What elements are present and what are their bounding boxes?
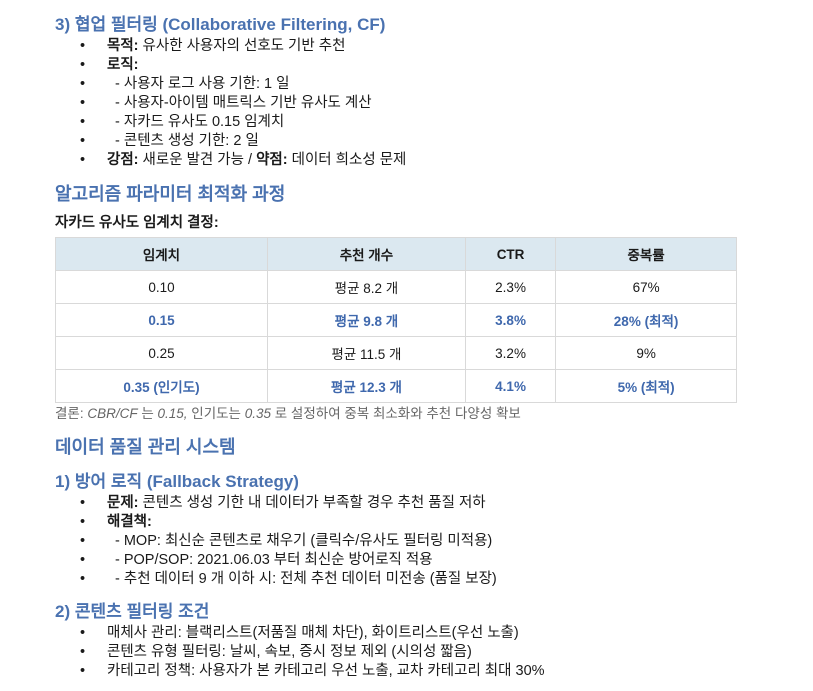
cell: 0.25	[55, 336, 268, 370]
cell: 3.2%	[464, 336, 557, 370]
list-item: 로직:	[80, 56, 406, 75]
cell: 5% (최적)	[555, 369, 737, 403]
cell: 28% (최적)	[555, 303, 737, 337]
opt-subtitle: 자카드 유사도 임계치 결정:	[55, 215, 219, 231]
list-item: - 추천 데이터 9 개 이하 시: 전체 추천 데이터 미전송 (품질 보장)	[80, 570, 497, 589]
list-item: 매체사 관리: 블랙리스트(저품질 매체 차단), 화이트리스트(우선 노출)	[80, 624, 545, 643]
filter-heading: 2) 콘텐츠 필터링 조건	[55, 602, 210, 621]
cf-heading: 3) 협업 필터링 (Collaborative Filtering, CF)	[55, 15, 386, 34]
list-item: 문제: 콘텐츠 생성 기한 내 데이터가 부족할 경우 추천 품질 저하	[80, 494, 497, 513]
column-header: 추천 개수	[266, 237, 466, 271]
cell: 2.3%	[464, 270, 557, 304]
filter-list: 매체사 관리: 블랙리스트(저품질 매체 차단), 화이트리스트(우선 노출) …	[80, 624, 545, 681]
column-header: 임계치	[55, 237, 268, 271]
list-item: 콘텐츠 유형 필터링: 날씨, 속보, 증시 정보 제외 (시의성 짧음)	[80, 643, 545, 662]
cell: 0.15	[55, 303, 268, 337]
list-item: 강점: 새로운 발견 가능 / 약점: 데이터 희소성 문제	[80, 151, 406, 170]
list-item: - 자카드 유사도 0.15 임계치	[80, 113, 406, 132]
table-row: 0.10 평균 8.2 개 2.3% 67%	[55, 270, 737, 304]
list-item: 해결책:	[80, 513, 497, 532]
list-item: - POP/SOP: 2021.06.03 부터 최신순 방어로직 적용	[80, 551, 497, 570]
list-item: 목적: 유사한 사용자의 선호도 기반 추천	[80, 37, 406, 56]
column-header: 중복률	[555, 237, 737, 271]
threshold-table: 임계치 추천 개수 CTR 중복률 0.10 평균 8.2 개 2.3% 67% 0.…	[55, 237, 737, 403]
cell: 0.10	[55, 270, 268, 304]
fallback-heading: 1) 방어 로직 (Fallback Strategy)	[55, 472, 299, 491]
list-item: - MOP: 최신순 콘텐츠로 채우기 (클릭수/유사도 필터링 미적용)	[80, 532, 497, 551]
fallback-list: 문제: 콘텐츠 생성 기한 내 데이터가 부족할 경우 추천 품질 저하 해결책…	[80, 494, 497, 589]
cell: 3.8%	[464, 303, 557, 337]
list-item: - 콘텐츠 생성 기한: 2 일	[80, 132, 406, 151]
conclusion-text: 결론: CBR/CF 는 0.15, 인기도는 0.35 로 설정하여 중복 최…	[55, 406, 521, 421]
quality-heading: 데이터 품질 관리 시스템	[55, 437, 236, 457]
table-row: 0.15 평균 9.8 개 3.8% 28% (최적)	[55, 303, 737, 337]
column-header: CTR	[464, 237, 557, 271]
table-row: 0.35 (인기도) 평균 12.3 개 4.1% 5% (최적)	[55, 369, 737, 403]
table-header-row: 임계치 추천 개수 CTR 중복률	[55, 237, 737, 271]
cell: 평균 9.8 개	[266, 303, 466, 337]
list-item: - 사용자 로그 사용 기한: 1 일	[80, 75, 406, 94]
cell: 평균 8.2 개	[266, 270, 466, 304]
list-item: 카테고리 정책: 사용자가 본 카테고리 우선 노출, 교차 카테고리 최대 3…	[80, 662, 545, 681]
cell: 0.35 (인기도)	[55, 369, 268, 403]
cell: 4.1%	[464, 369, 557, 403]
table-row: 0.25 평균 11.5 개 3.2% 9%	[55, 336, 737, 370]
cell: 평균 11.5 개	[266, 336, 466, 370]
opt-heading: 알고리즘 파라미터 최적화 과정	[55, 184, 286, 204]
cell: 평균 12.3 개	[266, 369, 466, 403]
cell: 67%	[555, 270, 737, 304]
cf-list: 목적: 유사한 사용자의 선호도 기반 추천 로직: - 사용자 로그 사용 기…	[80, 37, 406, 170]
list-item: - 사용자-아이템 매트릭스 기반 유사도 계산	[80, 94, 406, 113]
cell: 9%	[555, 336, 737, 370]
